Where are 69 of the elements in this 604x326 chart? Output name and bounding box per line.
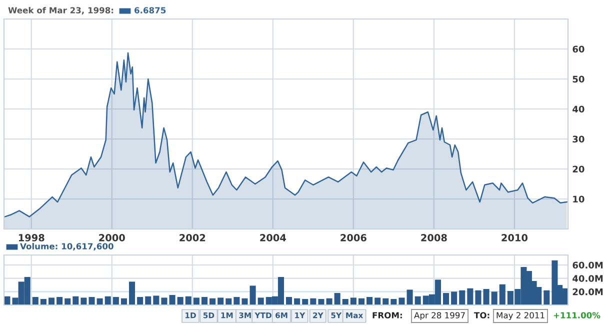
y-tick-label: 20 [572,166,584,173]
bar [177,297,184,305]
bar [544,290,550,305]
bar [169,295,176,305]
chart-title: Volume: 10,617,600 [20,242,114,250]
text: 6.6875 [134,7,166,14]
bar [129,282,136,305]
bar [342,299,348,305]
bar [242,298,248,305]
y-tick-label: 10 [573,196,584,203]
bar [32,297,38,305]
bar [80,298,87,305]
x-tick-label: 2002 [180,234,206,242]
bar [334,293,340,305]
x-tick-label: 2006 [340,234,366,242]
bar [414,296,421,305]
x-tick-label: 1998 [18,234,44,242]
bar [459,290,466,305]
x-tick-label: 2000 [99,234,125,242]
bar [374,298,381,305]
x-tick-label: 2004 [260,234,286,242]
x-tick-label: 2010 [502,234,528,242]
bar [499,284,506,305]
bar [48,298,55,305]
y-tick-label: 60.0M [572,262,603,269]
bar [161,298,168,305]
y-tick-label: 60 [572,46,584,53]
bar [56,297,63,305]
text: May 2 2011 [496,312,544,320]
bar [88,297,95,305]
bar [201,297,208,305]
bar [443,293,450,305]
bar [250,286,256,305]
bar [483,289,490,305]
bar [406,290,413,305]
y-tick-label: 20.0M [572,288,603,296]
chart-title: Week of Mar 23, 1998: [8,6,114,14]
x-tick-label: 2008 [421,234,447,242]
y-tick-label: 40 [572,106,584,113]
bar [258,298,264,305]
text: FROM: [372,312,402,318]
bar [137,297,144,305]
bar [145,296,152,305]
bar [467,288,474,305]
bar [40,299,46,305]
bar [104,296,111,305]
bar [491,292,498,305]
text: +111.00% [554,312,600,318]
y-tick-label: 40.0M [572,275,603,282]
bar [475,290,482,305]
bar [398,298,405,305]
text: Apr 28 1997 [414,312,465,320]
text: TO: [474,312,490,318]
bar [112,297,119,305]
y-tick-label: 30 [572,136,584,143]
bar [451,292,458,305]
bar [302,299,308,305]
bar [390,299,397,305]
bar [318,299,324,305]
bar [350,298,356,305]
bar [193,298,200,305]
bar [218,298,224,305]
bar [72,296,79,305]
bar [366,297,373,305]
bar [153,296,160,305]
bar [286,297,292,305]
y-tick-label: 50 [572,76,584,83]
bar [234,297,240,305]
bar [185,296,192,305]
